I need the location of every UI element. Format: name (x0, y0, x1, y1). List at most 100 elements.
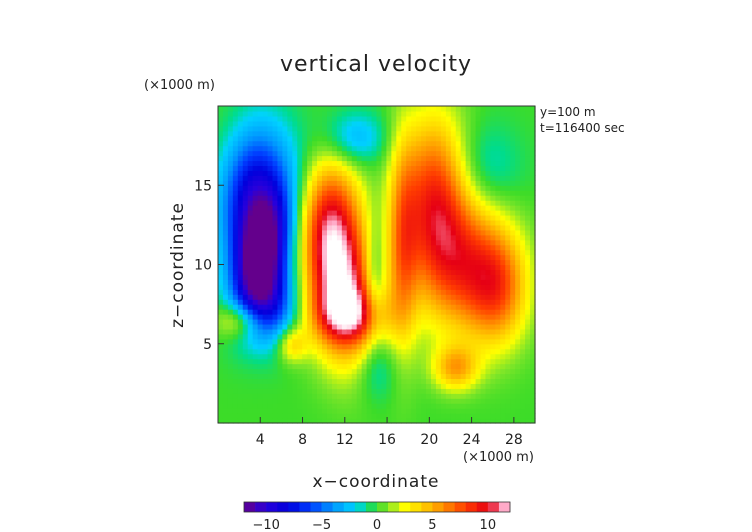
field-cell (252, 358, 259, 365)
field-cell (401, 393, 407, 399)
field-cell (356, 145, 363, 152)
field-cell (401, 358, 407, 365)
field-cell (430, 219, 437, 226)
field-cell (371, 279, 378, 285)
field-cell (247, 150, 254, 157)
field-cell (351, 185, 358, 191)
field-cell (455, 140, 462, 147)
field-cell (465, 274, 472, 280)
field-cell (371, 110, 378, 117)
field-cell (520, 358, 526, 365)
field-cell (515, 328, 521, 335)
field-cell (406, 106, 412, 112)
field-cell (312, 279, 318, 285)
field-cell (222, 190, 229, 196)
field-cell (396, 165, 402, 171)
field-cell (455, 383, 462, 389)
field-cell (222, 239, 229, 246)
field-cell (505, 338, 511, 345)
field-cell (292, 304, 298, 310)
field-cell (460, 210, 467, 216)
field-cell (455, 323, 462, 330)
field-cell (411, 234, 417, 241)
field-cell (406, 200, 412, 206)
field-cell (326, 106, 333, 112)
field-cell (297, 249, 303, 256)
field-cell (267, 378, 274, 384)
field-cell (505, 413, 511, 419)
field-cell (292, 269, 298, 275)
field-cell (450, 249, 457, 256)
field-cell (376, 205, 383, 211)
field-cell (505, 323, 511, 330)
field-cell (426, 200, 432, 206)
field-cell (218, 373, 224, 380)
field-cell (500, 393, 506, 399)
field-cell (222, 170, 229, 176)
field-cell (242, 249, 249, 256)
field-cell (505, 150, 511, 157)
field-cell (262, 363, 269, 370)
field-cell (267, 219, 274, 226)
field-cell (391, 115, 397, 122)
field-cell (252, 219, 259, 226)
field-cell (445, 106, 452, 112)
field-cell (361, 393, 368, 399)
field-cell (440, 393, 447, 399)
field-cell (396, 110, 402, 117)
field-cell (520, 135, 526, 142)
field-cell (257, 135, 264, 142)
field-cell (341, 224, 348, 231)
field-cell (495, 130, 501, 137)
field-cell (317, 239, 323, 246)
field-cell (218, 175, 224, 181)
field-cell (297, 140, 303, 147)
field-cell (515, 398, 521, 404)
field-cell (292, 353, 298, 360)
field-cell (426, 269, 432, 275)
field-cell (346, 323, 353, 330)
field-cell (445, 368, 452, 375)
field-cell (490, 264, 496, 271)
field-cell (361, 269, 368, 275)
field-cell (416, 413, 422, 419)
field-cell (430, 195, 437, 201)
field-cell (218, 165, 224, 171)
field-cell (455, 200, 462, 206)
field-cell (440, 110, 447, 117)
field-cell (460, 234, 467, 241)
field-cell (371, 214, 378, 221)
field-cell (426, 145, 432, 152)
field-cell (292, 224, 298, 231)
field-cell (272, 289, 279, 295)
field-cell (455, 368, 462, 375)
field-cell (510, 106, 516, 112)
field-cell (232, 160, 239, 167)
field-cell (287, 106, 293, 112)
field-cell (475, 338, 482, 345)
field-cell (475, 205, 482, 211)
field-cell (326, 140, 333, 147)
field-cell (252, 145, 259, 152)
field-cell (287, 190, 293, 196)
field-cell (525, 150, 531, 157)
field-cell (341, 165, 348, 171)
field-cell (307, 418, 313, 424)
field-cell (500, 328, 506, 335)
field-cell (450, 408, 457, 414)
field-cell (530, 274, 536, 280)
field-cell (460, 323, 467, 330)
field-cell (416, 338, 422, 345)
field-cell (317, 413, 323, 419)
field-cell (520, 284, 526, 290)
field-cell (520, 383, 526, 389)
field-cell (445, 229, 452, 236)
field-cell (336, 160, 343, 167)
field-cell (530, 338, 536, 345)
field-cell (262, 185, 269, 191)
field-cell (421, 120, 427, 127)
field-cell (302, 195, 308, 201)
field-cell (322, 363, 328, 370)
field-cell (505, 205, 511, 211)
field-cell (257, 328, 264, 335)
